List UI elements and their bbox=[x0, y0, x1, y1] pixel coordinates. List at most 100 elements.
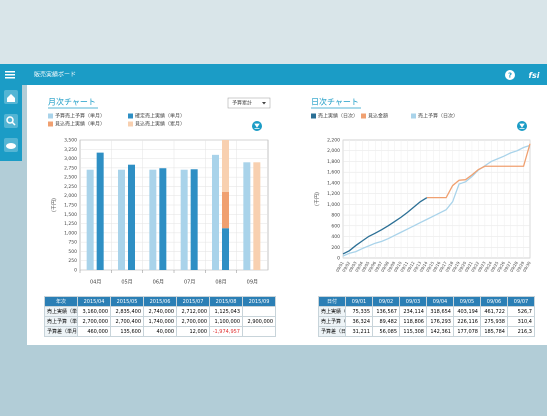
bar bbox=[253, 162, 261, 270]
table-cell: 118,806 bbox=[399, 316, 427, 327]
legend-label: 売上予算（日次） bbox=[418, 113, 458, 120]
y-axis-label: (千円) bbox=[314, 192, 321, 206]
table-cell: 31,211 bbox=[345, 326, 373, 337]
menu-button[interactable] bbox=[5, 71, 15, 79]
y-tick-label: 2,750 bbox=[64, 165, 77, 171]
y-tick-label: 1,400 bbox=[327, 180, 340, 186]
x-tick-label: 09/03 bbox=[348, 260, 358, 273]
table-cell: 2,700,400 bbox=[110, 316, 144, 327]
help-icon: ? bbox=[508, 72, 512, 80]
x-tick-label: 08月 bbox=[215, 280, 226, 286]
line-series bbox=[342, 144, 531, 257]
header-title: 販売実績ボード bbox=[34, 71, 76, 79]
line-series bbox=[426, 143, 531, 199]
legend-swatch bbox=[311, 113, 316, 119]
table-cell: 2,900,000 bbox=[242, 316, 276, 327]
table-cell: 176,293 bbox=[426, 316, 454, 327]
y-tick-label: 1,750 bbox=[64, 203, 77, 209]
legend-swatch bbox=[48, 121, 53, 127]
table-cell: 売上実績（日次） bbox=[318, 306, 346, 317]
table-cell: -1,974,957 bbox=[209, 326, 243, 337]
table-cell: 177,078 bbox=[453, 326, 481, 337]
table-cell: 234,114 bbox=[399, 306, 427, 317]
legend-label: 予算売上予算（単月） bbox=[55, 113, 105, 120]
y-tick-label: 3,500 bbox=[64, 138, 77, 144]
column-header: 09/06 bbox=[480, 296, 508, 307]
bar bbox=[222, 192, 229, 229]
table-row: 予算差（単月）460,000135,60040,00012,000-1,974,… bbox=[44, 326, 276, 337]
x-tick-label: 09/16 bbox=[431, 260, 441, 273]
table-cell: 318,654 bbox=[426, 306, 454, 317]
column-header: 2015/06 bbox=[143, 296, 177, 307]
column-header: 2015/08 bbox=[209, 296, 243, 307]
x-tick-label: 09/18 bbox=[444, 260, 454, 273]
table-cell: 460,000 bbox=[77, 326, 111, 337]
cloud-button[interactable] bbox=[4, 138, 18, 152]
table-cell: 2,712,000 bbox=[176, 306, 210, 317]
table-cell: 136,567 bbox=[372, 306, 400, 317]
table-cell: 2,700,000 bbox=[176, 316, 210, 327]
legend-label: 見込売上実績（単月） bbox=[55, 121, 105, 128]
y-tick-label: 1,800 bbox=[327, 159, 340, 165]
table-row: 売上予算（単月）2,700,0002,700,4001,740,0002,700… bbox=[44, 316, 276, 327]
bar bbox=[128, 164, 135, 270]
y-tick-label: 1,500 bbox=[64, 212, 77, 218]
column-header: 2015/09 bbox=[242, 296, 276, 307]
x-tick-label: 09/17 bbox=[438, 260, 448, 273]
x-tick-label: 09/10 bbox=[393, 260, 403, 273]
x-tick-label: 09/01 bbox=[335, 260, 345, 273]
period-select[interactable] bbox=[227, 97, 271, 109]
table-cell bbox=[242, 326, 276, 337]
table-row: 売上実績（日次）75,335136,567234,114318,654403,1… bbox=[318, 306, 535, 317]
legend-swatch bbox=[361, 113, 366, 119]
column-header: 日付 bbox=[318, 296, 346, 307]
y-tick-label: 3,000 bbox=[64, 156, 77, 162]
period-select-label: 予算累計 bbox=[232, 100, 252, 107]
bar bbox=[118, 169, 125, 270]
table-cell: 216,3 bbox=[507, 326, 535, 337]
table-row: 売上予算（日次）36,32489,482118,806176,293226,11… bbox=[318, 316, 535, 327]
legend-label: 見込売上実績（累月） bbox=[135, 121, 185, 128]
table-cell: 275,938 bbox=[480, 316, 508, 327]
table-cell: 36,324 bbox=[345, 316, 373, 327]
home-button[interactable] bbox=[4, 90, 18, 104]
data-table: 日付 09/01 09/02 09/03 09/04 09/05 09/06 09/07 売上実… bbox=[318, 296, 535, 337]
x-tick-label: 09/12 bbox=[406, 260, 416, 273]
x-tick-label: 09/27 bbox=[502, 260, 512, 273]
table-cell: 12,000 bbox=[176, 326, 210, 337]
table-cell: 予算差（単月） bbox=[44, 326, 78, 337]
table-cell: 135,600 bbox=[110, 326, 144, 337]
bar bbox=[86, 169, 94, 270]
search-button[interactable] bbox=[4, 114, 18, 128]
y-tick-label: 200 bbox=[331, 245, 340, 251]
table-header-row: 年次 2015/04 2015/05 2015/06 2015/07 2015/08 201… bbox=[44, 296, 276, 307]
y-tick-label: 2,200 bbox=[327, 138, 340, 144]
column-header: 2015/07 bbox=[176, 296, 210, 307]
y-tick-label: 2,000 bbox=[64, 193, 77, 199]
y-tick-label: 1,200 bbox=[327, 191, 340, 197]
table-cell: 526,7 bbox=[507, 306, 535, 317]
table-cell: 2,835,400 bbox=[110, 306, 144, 317]
table-header-row: 日付 09/01 09/02 09/03 09/04 09/05 09/06 09/07 bbox=[318, 296, 535, 307]
line-series bbox=[342, 197, 428, 255]
x-tick-label: 09/24 bbox=[483, 260, 493, 273]
table-cell: 予算差（日次） bbox=[318, 326, 346, 337]
x-tick-label: 09/07 bbox=[373, 260, 383, 273]
table-cell: 461,722 bbox=[480, 306, 508, 317]
help-button[interactable] bbox=[505, 70, 515, 80]
table-cell: 185,784 bbox=[480, 326, 508, 337]
legend-swatch bbox=[48, 113, 53, 119]
bar bbox=[96, 152, 104, 270]
column-header: 09/05 bbox=[453, 296, 481, 307]
bar bbox=[222, 228, 229, 270]
x-tick-label: 09/06 bbox=[367, 260, 377, 273]
y-tick-label: 600 bbox=[331, 223, 340, 229]
header-bar bbox=[0, 64, 547, 85]
chart-title: 月次チャート bbox=[48, 97, 96, 107]
x-tick-label: 09/28 bbox=[509, 260, 519, 273]
table-cell: 2,700,000 bbox=[77, 316, 111, 327]
x-tick-label: 09/21 bbox=[464, 260, 474, 273]
table-cell: 115,308 bbox=[399, 326, 427, 337]
download-icon bbox=[254, 123, 260, 129]
